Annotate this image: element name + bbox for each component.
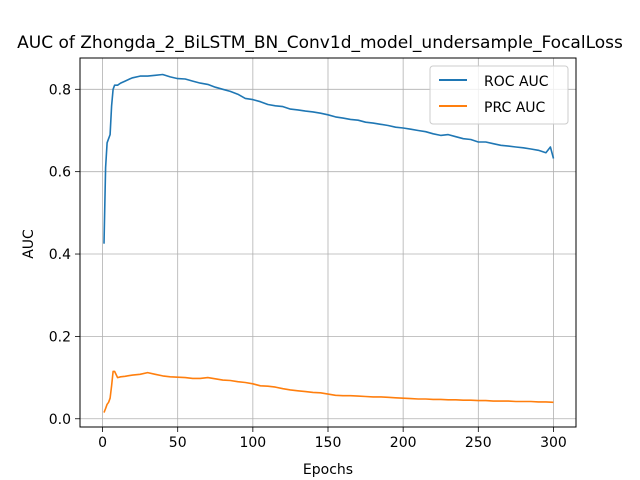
legend: ROC AUC PRC AUC	[429, 65, 569, 125]
x-axis-label: Epochs	[303, 462, 353, 478]
y-tick-label: 0.6	[49, 165, 71, 181]
x-tick-label: 100	[239, 435, 266, 451]
y-axis-label: AUC	[21, 229, 37, 259]
series-line-roc-auc	[103, 73, 555, 244]
legend-label-roc-auc: ROC AUC	[484, 74, 549, 90]
series-line-prc-auc	[103, 370, 554, 413]
x-tick-label: 250	[465, 435, 492, 451]
axis-ticks: 0 50 100 150 200 250 300 0.0 0.2 0.4 0.6 0.8	[49, 82, 567, 451]
x-tick-label: 150	[315, 435, 342, 451]
x-tick-label: 300	[540, 435, 567, 451]
legend-label-prc-auc: PRC AUC	[484, 100, 546, 116]
x-tick-label: 200	[390, 435, 417, 451]
x-tick-label: 0	[98, 435, 107, 451]
x-tick-label: 50	[169, 435, 187, 451]
series-lines	[103, 73, 555, 413]
y-tick-label: 0.2	[49, 329, 71, 345]
y-tick-label: 0.8	[49, 82, 71, 98]
chart-title: AUC of Zhongda_2_BiLSTM_BN_Conv1d_model_…	[17, 33, 623, 53]
y-tick-label: 0.4	[49, 247, 71, 263]
y-tick-label: 0.0	[49, 412, 71, 428]
